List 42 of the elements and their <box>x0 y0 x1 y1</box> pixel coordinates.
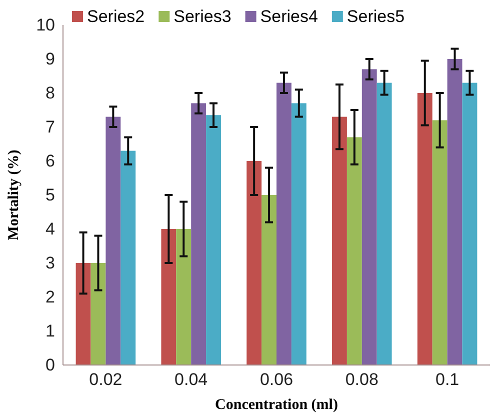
y-tick-label: 7 <box>46 117 55 136</box>
y-tick-label: 9 <box>46 49 55 68</box>
y-tick-label: 3 <box>46 253 55 272</box>
x-tick-label: 0.04 <box>174 370 208 390</box>
bar <box>276 82 292 365</box>
bar <box>432 120 448 365</box>
bar <box>120 150 136 365</box>
y-tick-label: 6 <box>46 151 55 170</box>
y-axis-title: Mortality (%) <box>6 150 22 240</box>
y-tick-label: 5 <box>46 185 55 204</box>
bar <box>191 103 206 365</box>
x-tick-label: 0.1 <box>435 370 460 390</box>
y-tick-label: 8 <box>46 83 55 102</box>
bar <box>90 263 106 365</box>
legend-label: Series3 <box>174 7 232 26</box>
bar <box>462 82 478 365</box>
x-tick-label: 0.08 <box>345 370 378 390</box>
y-tick-label: 1 <box>46 321 55 340</box>
bar <box>332 116 347 365</box>
bar <box>76 263 91 365</box>
legend-label: Series4 <box>260 7 318 26</box>
bar <box>161 229 176 365</box>
legend-label: Series2 <box>87 7 145 26</box>
bar <box>206 115 221 365</box>
y-tick-label: 2 <box>46 287 55 306</box>
bar <box>376 82 392 365</box>
x-axis-title: Concentration (ml) <box>215 397 338 413</box>
bar <box>106 116 121 365</box>
y-tick-label: 4 <box>46 219 55 238</box>
y-tick-label: 0 <box>46 355 55 374</box>
bar <box>346 137 362 365</box>
bar <box>417 93 432 365</box>
bar <box>447 59 462 365</box>
x-tick-label: 0.06 <box>260 370 294 390</box>
bar <box>362 69 377 365</box>
bar <box>262 195 276 365</box>
bar <box>246 161 262 365</box>
y-tick-label: 10 <box>36 15 55 34</box>
bar <box>291 103 306 365</box>
legend-label: Series5 <box>346 7 405 26</box>
x-tick-label: 0.02 <box>89 370 122 390</box>
bar <box>176 229 192 365</box>
